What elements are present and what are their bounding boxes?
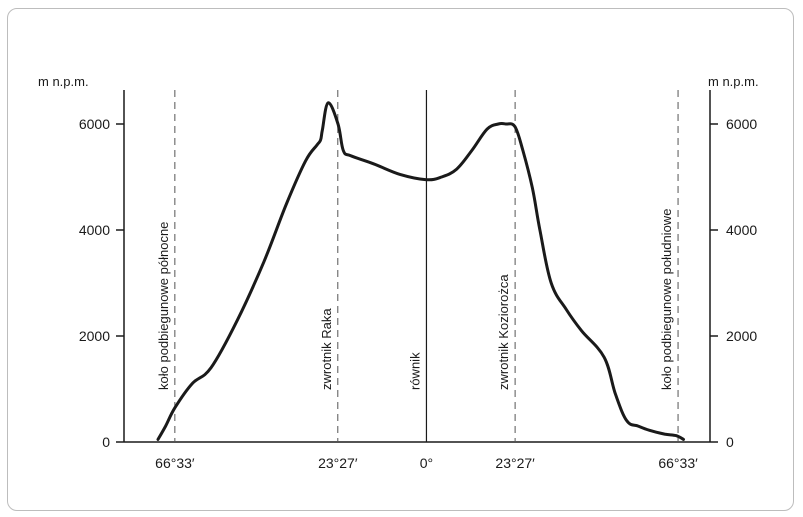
chart-frame <box>7 8 794 511</box>
reference-line-label: zwrotnik Raka <box>319 308 334 390</box>
y-axis-label-left: m n.p.m. <box>38 74 89 89</box>
y-tick-label-left: 0 <box>102 434 110 450</box>
y-tick-label-right: 2000 <box>726 328 757 344</box>
x-tick-label: 66°33′ <box>155 455 195 471</box>
y-tick-label-left: 2000 <box>79 328 110 344</box>
reference-lines <box>174 90 679 442</box>
reference-line-label: koło podbiegunowe północne <box>156 222 171 390</box>
x-tick-label: 23°27′ <box>495 455 535 471</box>
reference-line-labels: koło podbiegunowe północne zwrotnik Raka r… <box>156 209 674 390</box>
reference-line-label: koło podbiegunowe południowe <box>659 209 674 390</box>
x-tick-label: 66°33′ <box>658 455 698 471</box>
reference-line-label: równik <box>407 352 422 390</box>
y-tick-label-left: 4000 <box>79 222 110 238</box>
y-tick-label-right: 0 <box>726 434 734 450</box>
y-axis-label-right: m n.p.m. <box>708 74 759 89</box>
axes: 0 0 2000 2000 4000 4000 6000 6000 66°33′ 23°27′ 0°… <box>79 90 757 471</box>
x-tick-label: 0° <box>420 455 433 471</box>
y-tick-label-left: 6000 <box>79 116 110 132</box>
reference-line-label: zwrotnik Koziorożca <box>496 274 511 390</box>
x-tick-label: 23°27′ <box>318 455 358 471</box>
y-tick-label-right: 6000 <box>726 116 757 132</box>
elevation-profile-line <box>156 101 685 441</box>
y-tick-label-right: 4000 <box>726 222 757 238</box>
